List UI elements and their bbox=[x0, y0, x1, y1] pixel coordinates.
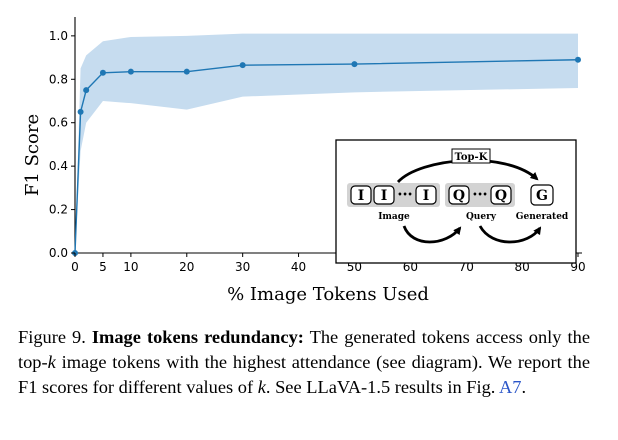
x-tick-label: 30 bbox=[235, 260, 250, 274]
image-token-box bbox=[373, 185, 395, 205]
image-token-box bbox=[415, 185, 437, 205]
image-label: Image bbox=[378, 212, 410, 222]
y-tick-label: 0.8 bbox=[49, 72, 68, 86]
data-point bbox=[575, 56, 581, 63]
x-tick-label: 5 bbox=[99, 260, 107, 274]
caption-prefix: Figure 9. bbox=[18, 327, 92, 347]
query-token-box bbox=[490, 185, 512, 205]
topk-label: Top-K bbox=[455, 152, 488, 163]
caption-text-1: The generated tokens access only the top… bbox=[18, 327, 590, 372]
query-label: Query bbox=[466, 212, 497, 222]
caption-end: . bbox=[521, 377, 527, 397]
confidence-band bbox=[75, 33, 578, 253]
x-tick-label: 40 bbox=[291, 260, 306, 274]
confidence-band-layer bbox=[75, 33, 578, 253]
caption-k-1: k bbox=[47, 352, 56, 372]
y-tick-label: 0.4 bbox=[49, 159, 68, 173]
image-to-query-arrow bbox=[402, 225, 462, 244]
data-point bbox=[77, 108, 84, 115]
image-token: I bbox=[423, 188, 430, 204]
y-axis-label: F1 Score bbox=[22, 114, 43, 196]
x-tick-label: 20 bbox=[179, 260, 194, 274]
topk-label-box bbox=[451, 148, 491, 164]
topk-diagram: I I ••• I Q ••• Q G Image Query Generate… bbox=[335, 139, 577, 264]
image-ellipsis: ••• bbox=[397, 189, 412, 199]
query-token: Q bbox=[453, 188, 465, 204]
generated-label: Generated bbox=[516, 212, 569, 222]
data-point bbox=[183, 68, 190, 75]
y-tick-label: 0.0 bbox=[49, 246, 68, 260]
query-to-generated-arrow bbox=[478, 225, 542, 244]
generated-token-box bbox=[530, 184, 554, 206]
y-tick-label: 0.2 bbox=[49, 203, 68, 217]
figure-caption: Figure 9. Image tokens redundancy: The g… bbox=[18, 325, 590, 400]
caption-text-3: . See LLaVA-1.5 results in Fig. bbox=[265, 377, 499, 397]
caption-k-2: k bbox=[257, 377, 266, 397]
f1-chart: 0.00.20.40.60.81.00 5 10 20 30 40 50 60 70 80 90 %… bbox=[22, 17, 586, 305]
generated-token: G bbox=[536, 188, 548, 204]
query-token: Q bbox=[495, 188, 507, 204]
y-tick-label: 0.6 bbox=[49, 116, 68, 130]
y-tick-label: 1.0 bbox=[49, 29, 68, 43]
caption-text-2: image tokens with the highest attendance… bbox=[18, 352, 590, 397]
x-tick-label: 10 bbox=[123, 260, 138, 274]
data-point bbox=[99, 69, 106, 76]
image-token-box bbox=[350, 185, 372, 205]
data-point bbox=[127, 68, 134, 75]
image-token: I bbox=[381, 188, 388, 204]
data-point bbox=[83, 87, 90, 94]
data-point bbox=[351, 61, 358, 68]
query-ellipsis: ••• bbox=[472, 189, 487, 199]
series-layer bbox=[72, 56, 581, 256]
x-axis-label: % Image Tokens Used bbox=[227, 284, 429, 305]
caption-title: Image tokens redundancy: bbox=[91, 327, 304, 347]
figure-reference-link[interactable]: A7 bbox=[498, 377, 522, 397]
x-tick-label: 0 bbox=[71, 260, 79, 274]
data-point bbox=[239, 62, 246, 69]
query-token-box bbox=[448, 185, 470, 205]
image-token: I bbox=[358, 188, 365, 204]
